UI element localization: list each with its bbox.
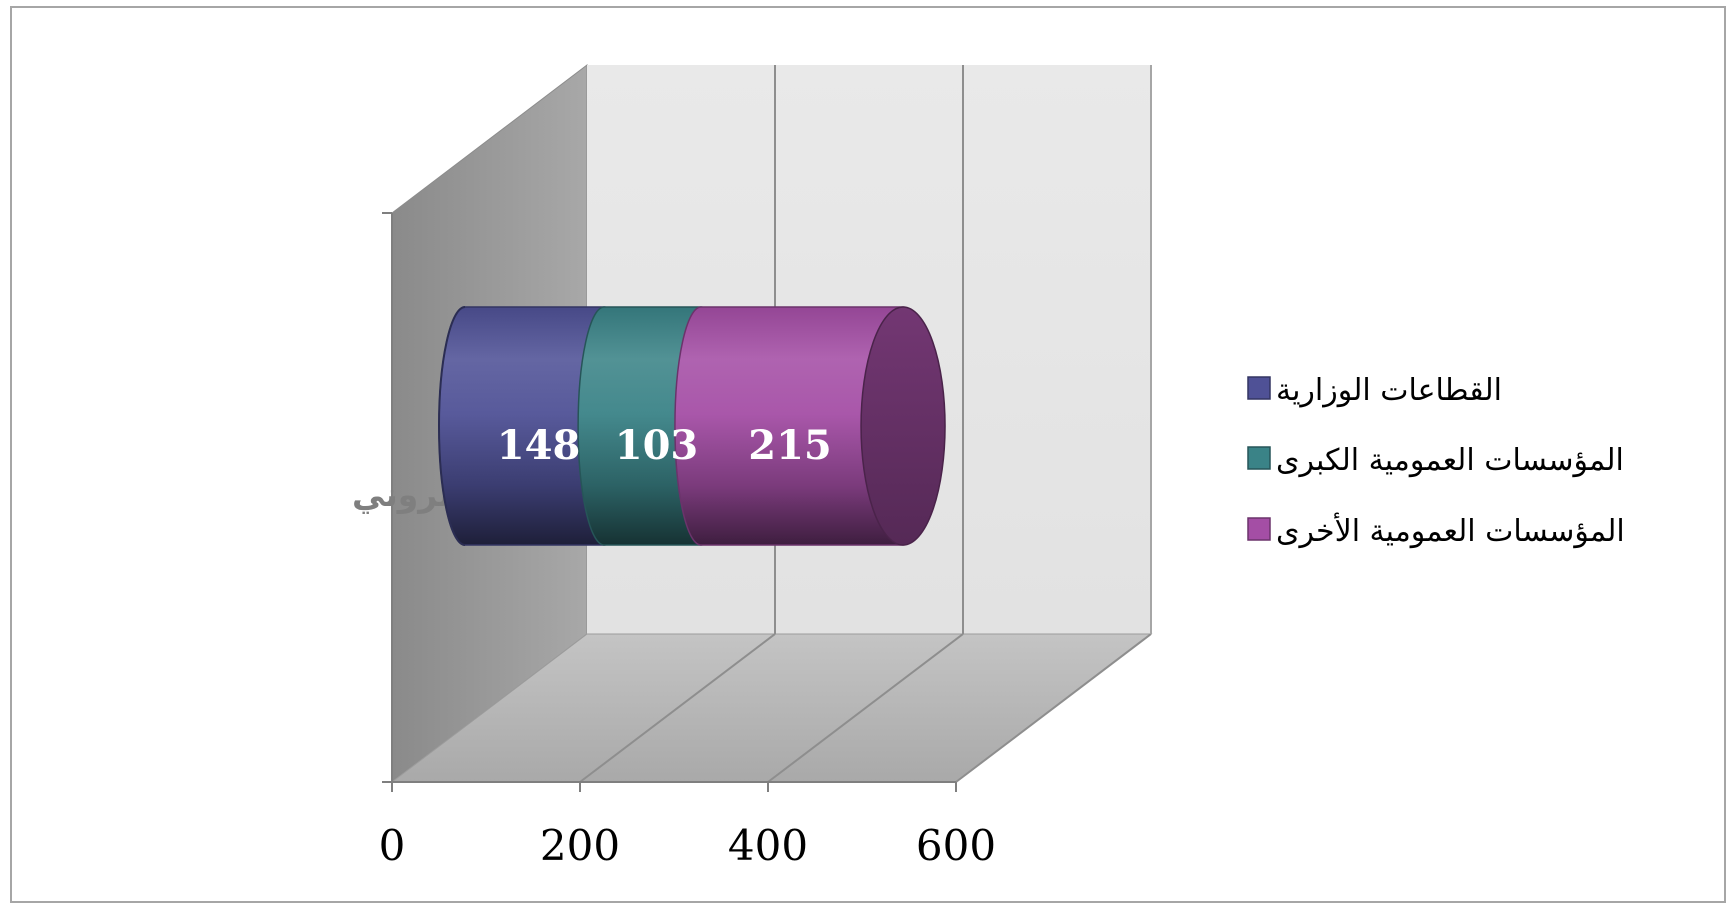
gridline-floor [767,633,964,783]
legend-swatch [1247,376,1271,400]
legend-label: القطاعات الوزارية [1276,373,1502,408]
legend-swatch [1247,446,1271,470]
gridline-floor [955,633,1152,783]
bar-segments [438,306,946,546]
data-labels: 148 103 215 [497,422,832,469]
data-label: 215 [748,422,832,469]
x-tick-label: 600 [916,821,996,870]
x-tick-label: 0 [379,821,406,870]
legend-label: المؤسسات العمومية الأخرى [1276,511,1625,549]
bar-start-edge [438,306,466,546]
x-tick-label: 200 [540,821,620,870]
gridline-floor [579,633,776,783]
legend: القطاعات الوزارية المؤسسات العمومية الكبر… [1247,373,1625,549]
gridlines [579,65,1152,783]
legend-swatch [1247,517,1271,541]
legend-label: المؤسسات العمومية الكبرى [1276,443,1624,478]
x-tick-label: 400 [728,821,808,870]
bar-end-cap [860,306,946,546]
data-label: 103 [615,422,699,469]
data-label: 148 [497,422,581,469]
